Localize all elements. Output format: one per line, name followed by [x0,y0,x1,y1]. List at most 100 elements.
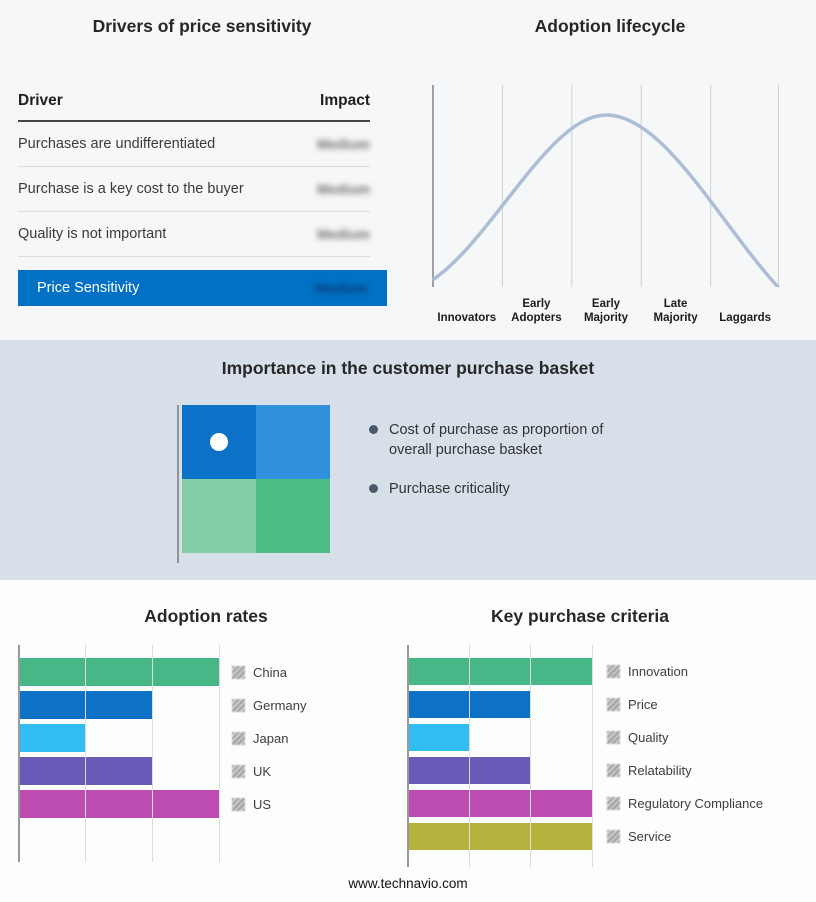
legend-swatch-blurred-icon [607,829,620,843]
legend-label: China [253,664,287,680]
legend-item-japan: Japan [232,730,306,746]
bullet-text: Cost of purchase as proportion of overal… [389,422,604,458]
table-row: Purchase is a key cost to the buyer Medi… [18,167,370,212]
legend-swatch-blurred-icon [232,764,245,778]
legend-item-relatability: Relatability [607,762,763,778]
adoption-rates-title: Adoption rates [144,606,268,626]
bar-row-japan [18,724,219,752]
legend-swatch-blurred-icon [607,796,620,810]
legend-label: Quality [628,729,669,745]
legend-swatch-blurred-icon [232,731,245,745]
legend-label: Price [628,696,658,712]
bar-row-price [407,691,592,718]
table-row: Purchases are undifferentiated Medium [18,122,370,167]
legend-label: Service [628,828,672,844]
bar-row-uk [18,757,219,785]
lifecycle-stage-labels: Innovators Early Adopters Early Majority… [432,294,780,326]
chart-gridline [219,645,220,862]
chart-axis-line [18,645,20,862]
legend-item-china: China [232,664,306,680]
legend-item-price: Price [607,696,763,712]
bullet-text: Purchase criticality [389,481,510,497]
key-purchase-criteria-chart [407,645,593,867]
chart-gridline [592,645,593,867]
price-sensitivity-label: Price Sensitivity [37,280,140,296]
chart-gridline [151,645,153,862]
footer: www.technavio.com [0,876,816,891]
bottom-section: Adoption rates Key purchase criteria Chi… [0,580,816,902]
lifecycle-stage-label: Late Majority [653,298,698,325]
bullet-icon [369,425,378,434]
bar-service [407,823,592,850]
bar-row-service [407,823,592,850]
legend-item-service: Service [607,828,763,844]
key-purchase-criteria-title: Key purchase criteria [490,606,669,626]
quadrant-top-left [182,405,256,479]
legend-label: Innovation [628,663,688,679]
legend-label: Germany [253,697,307,713]
legend-swatch-blurred-icon [607,664,620,678]
key-purchase-criteria-legend: Innovation Price Quality Relatability Regula… [607,663,763,844]
chart-gridline [84,645,86,862]
legend-label: Japan [253,730,289,746]
legend-swatch-blurred-icon [232,698,245,712]
bar-row-china [18,658,219,686]
chart-gridline [530,645,532,867]
legend-label: Relatability [628,762,692,778]
adoption-rates-legend: China Germany Japan UK US [232,664,306,812]
adoption-lifecycle-chart: Innovators Early Adopters Early Majority… [432,85,780,326]
chart-gridline [468,645,470,867]
bar-row-us [18,790,219,818]
bar-japan [18,724,85,752]
adoption-rates-bars [18,658,219,823]
bar-row-quality [407,724,592,751]
column-header-driver: Driver [18,92,63,109]
quadrant-axis-line [177,405,179,563]
position-marker-dot [210,433,228,451]
legend-item-us: US [232,796,306,812]
list-item: Purchase criticality [369,479,637,499]
list-item: Cost of purchase as proportion of overal… [369,420,637,460]
legend-item-quality: Quality [607,729,763,745]
quadrant-grid [182,405,330,553]
legend-item-regulatory-compliance: Regulatory Compliance [607,795,763,811]
lifecycle-stage-label: Early Adopters [511,298,562,325]
basket-bullet-list: Cost of purchase as proportion of overal… [369,420,637,518]
price-sensitivity-impact-blurred: Medium [315,280,368,296]
driver-cell: Quality is not important [18,226,167,242]
legend-swatch-blurred-icon [232,665,245,679]
bell-curve [432,113,780,289]
bar-china [18,658,219,686]
bar-regulatory-compliance [407,790,592,817]
adoption-rates-chart [18,645,220,862]
legend-item-uk: UK [232,763,306,779]
lifecycle-stage-label: Early Majority [583,298,629,325]
footer-link[interactable]: www.technavio.com [348,876,468,891]
lifecycle-panel-title: Adoption lifecycle [534,16,686,36]
price-sensitivity-row: Price Sensitivity Medium [18,270,387,306]
impact-cell-blurred: Medium [317,136,370,152]
top-section: Drivers of price sensitivity Adoption li… [0,0,816,340]
legend-swatch-blurred-icon [607,697,620,711]
drivers-panel-title: Drivers of price sensitivity [92,16,312,36]
legend-label: UK [253,763,272,779]
quadrant-bottom-right [256,479,330,553]
purchase-basket-quadrant [177,405,330,563]
impact-cell-blurred: Medium [317,226,370,242]
bar-quality [407,724,469,751]
basket-section: Importance in the customer purchase bask… [0,340,816,580]
legend-item-innovation: Innovation [607,663,763,679]
basket-section-title: Importance in the customer purchase bask… [221,358,595,378]
lifecycle-curve-plot [432,85,780,289]
bar-us [18,790,219,818]
bar-innovation [407,658,592,685]
legend-label: Regulatory Compliance [628,795,764,811]
lifecycle-stage-label: Innovators [437,312,497,325]
bullet-icon [369,484,378,493]
table-row: Quality is not important Medium [18,212,370,257]
column-header-impact: Impact [320,92,370,109]
bar-row-regulatory-compliance [407,790,592,817]
impact-cell-blurred: Medium [317,181,370,197]
lifecycle-stage-label: Laggards [719,312,772,325]
